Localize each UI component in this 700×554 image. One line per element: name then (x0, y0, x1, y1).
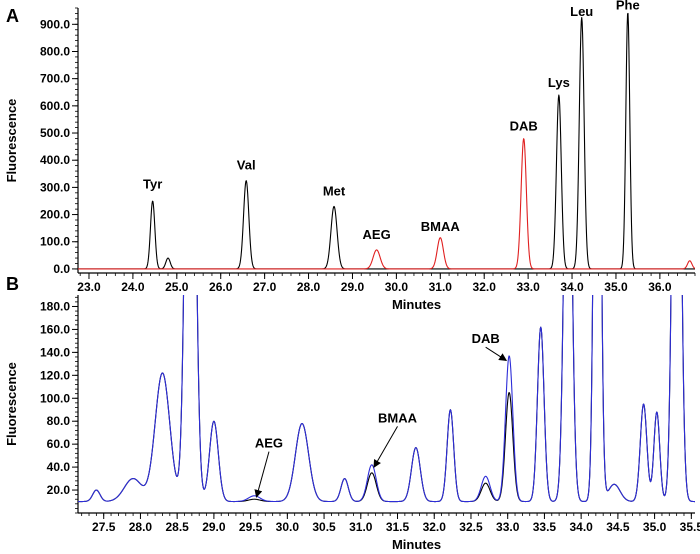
x-tick-label: 34.5 (606, 520, 630, 534)
peak-label-val: Val (237, 158, 256, 173)
y-tick-label: 800.0 (40, 44, 70, 58)
x-tick-label: 27.5 (92, 520, 116, 534)
y-tick-label: 200.0 (40, 208, 70, 222)
peak-label-phe: Phe (616, 0, 640, 12)
x-tick-label: 29.0 (202, 520, 226, 534)
x-tick-label: 33.0 (516, 280, 540, 294)
x-tick-label: 35.5 (680, 520, 700, 534)
x-tick-label: 33.0 (496, 520, 520, 534)
traces (78, 12, 695, 270)
peak-arrow-aeg (254, 451, 270, 498)
y-tick-label: 600.0 (40, 99, 70, 113)
x-tick-label: 31.5 (386, 520, 410, 534)
x-tick-label: 24.0 (121, 280, 145, 294)
trace-series-2 (78, 295, 695, 503)
y-tick-label: 700.0 (40, 72, 70, 86)
x-tick-label: 32.0 (473, 280, 497, 294)
x-tick-label: 36.0 (648, 280, 672, 294)
y-tick-label: 20.0 (47, 483, 71, 497)
traces (78, 295, 695, 503)
y-tick-label: 0.0 (53, 262, 70, 276)
x-tick-label: 34.0 (569, 520, 593, 534)
y-tick-label: 500.0 (40, 126, 70, 140)
peak-label-tyr: Tyr (143, 177, 162, 192)
peak-label-aeg: AEG (255, 436, 283, 451)
peak-label-bmaa: BMAA (378, 410, 418, 425)
x-tick-label: 32.0 (423, 520, 447, 534)
x-tick-label: 31.0 (349, 520, 373, 534)
x-tick-label: 30.5 (312, 520, 336, 534)
y-tick-label: 40.0 (47, 460, 71, 474)
y-tick-label: 180.0 (40, 299, 70, 313)
y-tick-label: 100.0 (40, 391, 70, 405)
x-tick-label: 31.0 (429, 280, 453, 294)
y-tick-label: 80.0 (47, 414, 71, 428)
peak-arrow-bmaa (373, 426, 398, 468)
y-tick-label: 400.0 (40, 153, 70, 167)
x-tick-label: 25.0 (165, 280, 189, 294)
y-tick-label: 300.0 (40, 180, 70, 194)
x-tick-label: 28.5 (165, 520, 189, 534)
x-tick-label: 30.0 (385, 280, 409, 294)
peak-label-dab: DAB (510, 118, 538, 133)
x-tick-label: 28.0 (297, 280, 321, 294)
panel-b: B 27.5 28.0 28.5 29.0 29.5 30.0 30.5 31.0 31.5 32.… (4, 274, 700, 552)
x-tick-label: 35.0 (604, 280, 628, 294)
x-tick-label: 28.0 (129, 520, 153, 534)
x-axis-title: Minutes (392, 537, 441, 552)
y-axis-title: Fluorescence (4, 362, 19, 446)
x-axis-title: Minutes (392, 297, 441, 312)
peak-label-bmaa: BMAA (421, 219, 461, 234)
y-tick-label: 100.0 (40, 235, 70, 249)
y-tick-label: 900.0 (40, 17, 70, 31)
y-tick-label: 60.0 (47, 437, 71, 451)
panel-a: A 23.0 24.0 25.0 26.0 27.0 28.0 29.0 30.0 31.0 32.… (4, 0, 696, 312)
peak-label-dab: DAB (472, 331, 500, 346)
panel-letter: A (6, 6, 19, 26)
panel-letter: B (6, 274, 19, 294)
x-tick-label: 29.0 (341, 280, 365, 294)
peak-label-lys: Lys (548, 75, 570, 90)
y-tick-label: 120.0 (40, 368, 70, 382)
x-tick-label: 33.5 (533, 520, 557, 534)
x-tick-label: 26.0 (209, 280, 233, 294)
peak-label-aeg: AEG (363, 227, 391, 242)
trace-series-2 (78, 138, 695, 270)
peak-arrow-dab (485, 346, 508, 361)
x-tick-label: 32.5 (459, 520, 483, 534)
y-axis-title: Fluorescence (4, 99, 19, 183)
x-tick-label: 35.0 (643, 520, 667, 534)
x-tick-label: 23.0 (77, 280, 101, 294)
y-tick-label: 160.0 (40, 322, 70, 336)
x-tick-label: 34.0 (560, 280, 584, 294)
x-tick-label: 30.0 (276, 520, 300, 534)
peak-label-leu: Leu (570, 4, 593, 19)
x-tick-label: 29.5 (239, 520, 263, 534)
x-tick-label: 27.0 (253, 280, 277, 294)
y-tick-label: 140.0 (40, 345, 70, 359)
peak-label-met: Met (323, 184, 346, 199)
